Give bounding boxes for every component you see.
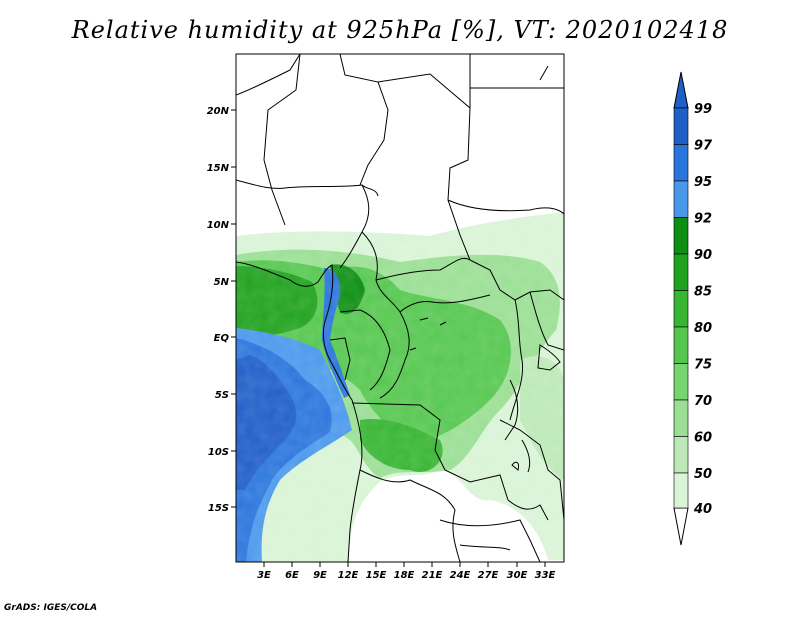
humidity-field [236,54,564,562]
lon-label: 3E [257,570,271,581]
colorbar-label: 90 [694,248,712,263]
lon-label: 18E [394,570,415,581]
lat-label: 10N [207,220,230,231]
lon-label: 9E [313,570,327,581]
coastline [236,261,363,562]
colorbar-label: 95 [694,175,712,190]
lat-ticks [231,109,236,508]
lat-label: 15N [207,163,230,174]
colorbar-top-arrow [673,71,689,109]
country-borders [236,54,564,562]
lon-label: 21E [422,570,443,581]
lon-label: 6E [285,570,299,581]
lat-label: 5S [215,390,229,401]
lon-label: 33E [535,570,556,581]
colorbar-band [673,399,689,437]
colorbar: 99 97 95 92 90 85 80 75 70 60 50 40 [673,71,713,546]
colorbar-band [673,290,689,328]
lon-ticks [263,562,546,567]
colorbar-band [673,253,689,291]
colorbar-label: 70 [694,394,712,409]
colorbar-label: 75 [694,358,712,373]
colorbar-band [673,217,689,255]
grads-credit: GrADS: IGES/COLA [4,603,98,613]
lat-label: EQ [214,333,230,344]
map-frame [235,53,565,563]
lon-label: 24E [450,570,471,581]
colorbar-label: 50 [694,467,712,482]
colorbar-band [673,180,689,218]
colorbar-bottom-arrow [673,507,689,546]
lat-label: 15S [208,503,229,514]
colorbar-band [673,472,689,509]
colorbar-band [673,436,689,474]
colorbar-label: 99 [694,102,712,117]
colorbar-band [673,144,689,182]
colorbar-band [673,326,689,364]
colorbar-label: 80 [694,321,712,336]
lon-label: 30E [507,570,528,581]
lat-label: 10S [208,447,229,458]
map-title: Relative humidity at 925hPa [%], VT: 202… [71,16,729,44]
colorbar-label: 85 [694,285,712,300]
colorbar-label: 92 [694,212,712,227]
colorbar-label: 97 [694,139,713,154]
lat-label: 5N [214,277,230,288]
colorbar-label: 60 [694,431,712,446]
lon-label: 15E [366,570,387,581]
lon-labels: 3E 6E 9E 12E 15E 18E 21E 24E 27E 30E 33E [257,570,555,581]
colorbar-label: 40 [693,502,712,517]
lat-label: 20N [207,106,230,117]
lon-label: 12E [338,570,359,581]
lon-label: 27E [478,570,499,581]
colorbar-band [673,363,689,401]
colorbar-band [673,107,689,145]
lat-labels: 20N 15N 10N 5N EQ 5S 10S 15S [207,106,230,514]
